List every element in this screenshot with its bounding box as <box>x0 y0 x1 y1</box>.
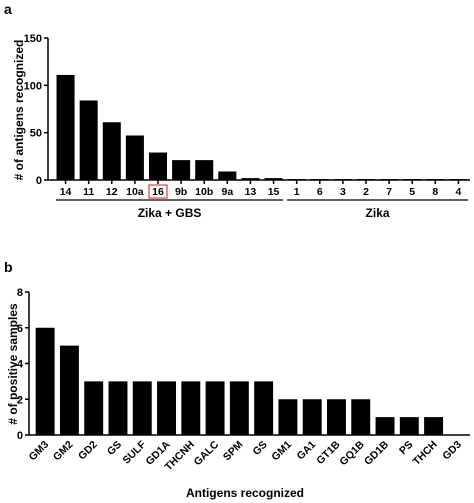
panel-a: a # of antigens recognized 14 11 12 10a 16 9b… <box>4 1 470 220</box>
panel-a-y-axis-title: # of antigens recognized <box>12 40 26 181</box>
panel-a-bar <box>356 179 376 180</box>
panel-b-y-axis-title: # of positive samples <box>6 303 20 425</box>
panel-a-x-tick-label: 4 <box>456 186 462 198</box>
panel-a-bar <box>172 160 191 180</box>
panel-b-bar <box>278 399 298 435</box>
panel-b-bar <box>351 399 371 435</box>
panel-a-x-tick-label: 10b <box>195 186 213 198</box>
panel-a-x-tick-label: 11 <box>83 186 94 198</box>
panel-a-y-tick-labels: 0 50 100 150 <box>24 33 42 187</box>
panel-a-x-tick-label: 9a <box>221 186 233 198</box>
panel-b-x-tick-label: GALC <box>192 438 222 468</box>
panel-a-x-tick-label: 8 <box>432 186 438 198</box>
panel-a-y-tick-label: 150 <box>24 33 42 45</box>
panel-a-bar <box>241 178 260 180</box>
panel-a-x-tick-label: 15 <box>268 186 280 198</box>
panel-b-bar <box>424 417 444 435</box>
panel-b-bar <box>108 381 128 435</box>
panel-a-x-tick-label: 9b <box>175 186 187 198</box>
panel-b-label: b <box>4 259 13 275</box>
panel-b-x-tick-label: GT1B <box>314 438 343 467</box>
panel-b-bar <box>157 381 176 435</box>
panel-b-y-tick-label: 6 <box>17 323 23 335</box>
panel-a-bars <box>56 74 468 180</box>
panel-b-y-tick-labels: 0 2 4 6 8 <box>17 287 24 442</box>
panel-b-bar <box>375 417 395 435</box>
panel-a-bar <box>310 179 329 180</box>
panel-b-x-tick-label: SULF <box>120 438 148 466</box>
panel-a-bar <box>333 179 352 180</box>
panel-a-x-tick-label: 5 <box>409 186 415 198</box>
panel-b-x-tick-label: THCH <box>411 439 440 468</box>
panel-a-x-tick-label: 2 <box>363 186 369 198</box>
panel-a-bar <box>195 160 214 180</box>
panel-b-bar <box>327 399 346 435</box>
panel-a-x-tick-label: 1 <box>294 186 300 198</box>
panel-a-bar <box>125 135 144 180</box>
panel-b-y-tick-label: 4 <box>17 359 24 371</box>
panel-b-x-axis-title: Antigens recognized <box>186 486 304 500</box>
panel-b-bar <box>229 381 249 435</box>
panel-a-x-tick-label: 14 <box>60 186 72 198</box>
panel-b-x-tick-label: GM1 <box>269 439 294 464</box>
panel-a-bar <box>102 122 121 180</box>
panel-a-bar <box>56 74 75 180</box>
panel-a-bar <box>218 171 237 180</box>
panel-b-bar <box>84 381 104 435</box>
panel-b-x-tick-label: GQ1B <box>337 438 367 468</box>
panel-b-bar <box>59 345 79 435</box>
panel-a-bar <box>403 179 422 180</box>
panel-a-group-label: Zika + GBS <box>138 206 202 220</box>
panel-b-y-tick-label: 8 <box>17 287 23 299</box>
panel-b-y-tick-label: 0 <box>17 430 23 442</box>
panel-b-x-tick-label: GD3 <box>440 439 464 463</box>
panel-b-x-tick-label: GS <box>105 439 124 458</box>
panel-b-bar <box>254 381 274 435</box>
panel-a-bar <box>148 152 168 180</box>
panel-a-highlight-box <box>148 184 168 199</box>
panel-a-y-tick-label: 100 <box>24 80 42 92</box>
panel-a-bar <box>79 100 98 180</box>
panel-b-bars <box>35 327 444 435</box>
panel-a-bar <box>264 178 283 180</box>
panel-a-bar <box>287 179 306 180</box>
panel-a-bar <box>449 179 468 180</box>
panel-b-bar <box>35 327 55 435</box>
panel-b-x-tick-label: GD2 <box>76 439 100 463</box>
panel-b-bar <box>399 417 419 435</box>
panel-a-x-tick-labels: 14 11 12 10a 16 9b 10b 9a 13 15 1 6 3 2 7 5 8 4 <box>60 184 462 199</box>
panel-a-bar <box>426 179 445 180</box>
panel-a-x-tick-label: 10a <box>126 186 144 198</box>
panel-a-group-brackets: Zika + GBS Zika <box>56 199 468 220</box>
panel-a-y-tick-label: 50 <box>30 128 42 140</box>
panel-b-y-tick-label: 2 <box>17 394 23 406</box>
panel-b-x-tick-label: GM2 <box>51 439 76 464</box>
panel-a-bar <box>380 179 399 180</box>
panel-a-x-tick-label: 6 <box>317 186 323 198</box>
panel-b-x-tick-label: PS <box>397 439 415 457</box>
panel-a-x-tick-label: 7 <box>386 186 392 198</box>
panel-b-bar <box>132 381 152 435</box>
panel-b-x-tick-label: SPM <box>221 438 246 463</box>
panel-b-bar <box>181 381 201 435</box>
panel-a-x-tick-label: 3 <box>340 186 346 198</box>
panel-b-bar <box>205 381 225 435</box>
panel-b-x-tick-label: GD1B <box>362 438 391 467</box>
panel-b-bar <box>302 399 322 435</box>
panel-a-x-tick-label: 16 <box>152 186 164 198</box>
panel-b-x-tick-label: GM3 <box>27 439 52 464</box>
panel-b: b # of positive samples Antigens recogni… <box>4 259 470 500</box>
panel-a-x-tick-label: 12 <box>106 186 118 198</box>
panel-a-x-tick-label: 13 <box>245 186 257 198</box>
panel-a-group-label: Zika <box>366 206 390 220</box>
panel-a-label: a <box>4 1 12 17</box>
panel-b-x-tick-label: GS <box>251 439 270 458</box>
panel-a-y-tick-label: 0 <box>36 175 42 187</box>
